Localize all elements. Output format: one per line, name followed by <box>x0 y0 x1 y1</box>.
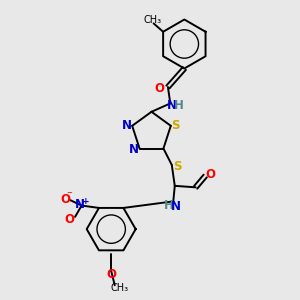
Text: N: N <box>74 198 85 211</box>
Text: O: O <box>205 168 215 181</box>
Text: CH₃: CH₃ <box>144 14 162 25</box>
Text: O: O <box>154 82 165 95</box>
Text: O: O <box>106 268 116 281</box>
Text: S: S <box>173 160 182 172</box>
Text: CH₃: CH₃ <box>110 283 129 293</box>
Text: H: H <box>164 199 174 212</box>
Text: H: H <box>174 99 184 112</box>
Text: ⁻: ⁻ <box>66 190 72 200</box>
Text: N: N <box>122 119 132 132</box>
Text: +: + <box>82 197 90 206</box>
Text: N: N <box>129 142 139 156</box>
Text: N: N <box>171 200 181 213</box>
Text: O: O <box>60 193 70 206</box>
Text: N: N <box>167 99 177 112</box>
Text: S: S <box>171 119 180 132</box>
Text: O: O <box>65 213 75 226</box>
